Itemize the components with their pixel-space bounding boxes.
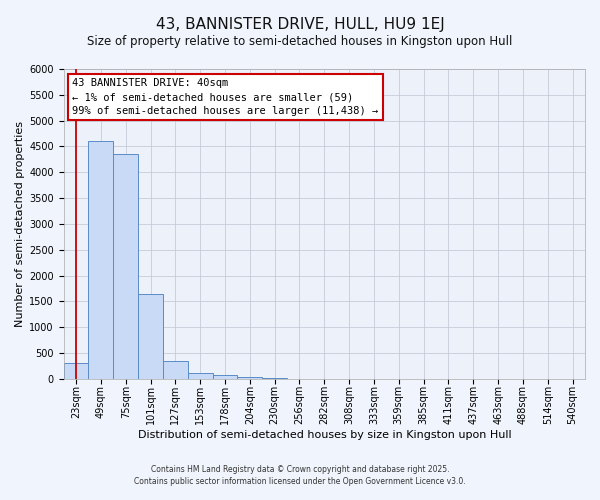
X-axis label: Distribution of semi-detached houses by size in Kingston upon Hull: Distribution of semi-detached houses by … (137, 430, 511, 440)
Text: Size of property relative to semi-detached houses in Kingston upon Hull: Size of property relative to semi-detach… (88, 35, 512, 48)
Bar (88, 142, 113, 379)
Bar (262, 378, 287, 379)
Text: Contains HM Land Registry data © Crown copyright and database right 2025.: Contains HM Land Registry data © Crown c… (151, 465, 449, 474)
Bar (113, 154, 138, 379)
Text: 43 BANNISTER DRIVE: 40sqm
← 1% of semi-detached houses are smaller (59)
99% of s: 43 BANNISTER DRIVE: 40sqm ← 1% of semi-d… (73, 78, 379, 116)
Bar (238, 377, 262, 379)
Bar (138, 294, 163, 379)
Bar (163, 360, 188, 379)
Text: 43, BANNISTER DRIVE, HULL, HU9 1EJ: 43, BANNISTER DRIVE, HULL, HU9 1EJ (155, 18, 445, 32)
Bar (212, 375, 238, 379)
Bar (64, 364, 88, 379)
Y-axis label: Number of semi-detached properties: Number of semi-detached properties (15, 121, 25, 327)
Text: Contains public sector information licensed under the Open Government Licence v3: Contains public sector information licen… (134, 477, 466, 486)
Bar (188, 372, 212, 379)
